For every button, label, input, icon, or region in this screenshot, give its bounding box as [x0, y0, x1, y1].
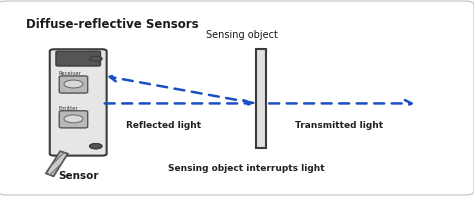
Circle shape	[64, 80, 83, 88]
Text: Sensing object: Sensing object	[206, 30, 278, 40]
Text: Receiver: Receiver	[58, 71, 81, 76]
Text: Transmitted light: Transmitted light	[295, 121, 383, 130]
Text: Sensing object interrupts light: Sensing object interrupts light	[168, 164, 325, 174]
Circle shape	[90, 144, 102, 149]
Text: Sensor: Sensor	[58, 171, 99, 181]
FancyBboxPatch shape	[59, 76, 88, 93]
FancyBboxPatch shape	[50, 49, 107, 156]
Text: Reflected light: Reflected light	[126, 121, 201, 130]
FancyBboxPatch shape	[59, 111, 88, 128]
Text: Diffuse-reflective Sensors: Diffuse-reflective Sensors	[26, 18, 199, 31]
Text: Emitter: Emitter	[58, 106, 78, 111]
Circle shape	[90, 56, 102, 61]
Bar	[256, 49, 266, 148]
Circle shape	[64, 115, 83, 123]
Polygon shape	[46, 151, 68, 176]
FancyBboxPatch shape	[56, 51, 100, 66]
